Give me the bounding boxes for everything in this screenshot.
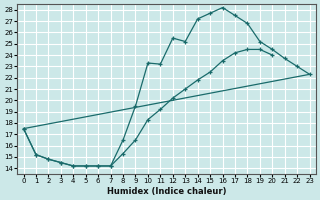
X-axis label: Humidex (Indice chaleur): Humidex (Indice chaleur) xyxy=(107,187,226,196)
